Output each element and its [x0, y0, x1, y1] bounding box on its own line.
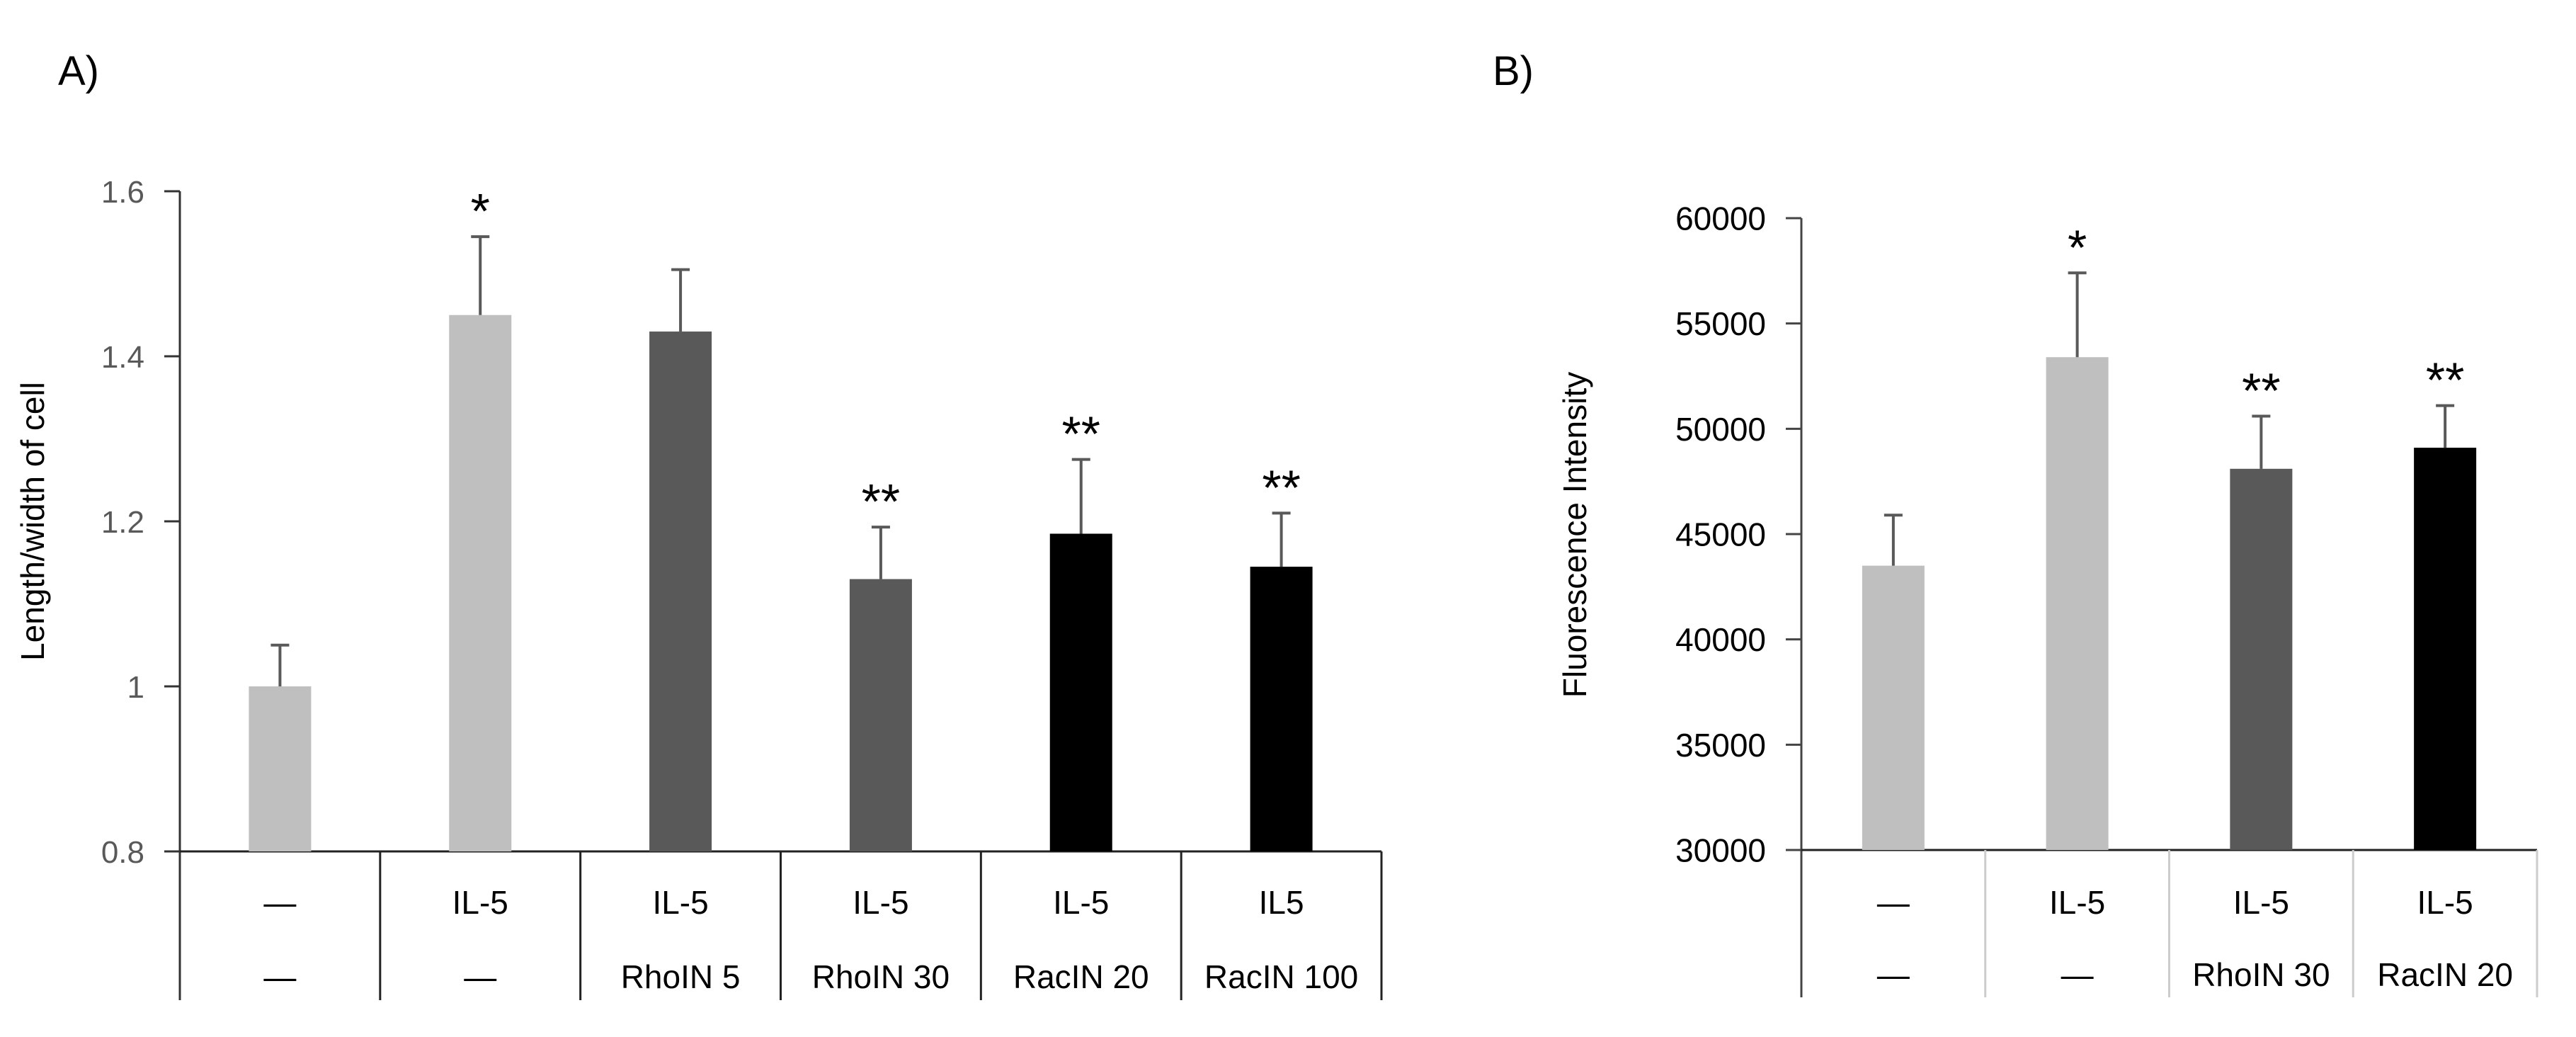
significance-marker-5: ** — [1062, 407, 1100, 462]
category-row2-label-4: RacIN 20 — [2377, 956, 2513, 993]
y-tick-label: 1 — [127, 670, 144, 705]
category-row1-label-3: IL-5 — [2233, 884, 2289, 921]
y-axis-title: Length/width of cell — [14, 382, 51, 661]
category-row1-label-1: — — [1877, 884, 1910, 921]
category-row1-label-2: IL-5 — [2049, 884, 2105, 921]
significance-marker-2: * — [2068, 220, 2087, 275]
bar-2 — [2046, 357, 2109, 850]
bar-4 — [2414, 448, 2477, 850]
category-row1-label-6: IL5 — [1259, 884, 1304, 921]
bar-1 — [1862, 565, 1925, 850]
category-row1-label-5: IL-5 — [1053, 884, 1109, 921]
y-tick-label: 55000 — [1675, 305, 1766, 342]
panel-a-chart: A) Length/width of cell 0.8 1 1.2 1.4 1.6 — — * IL… — [14, 48, 1383, 1000]
category-row2-label-1: — — [263, 958, 296, 995]
y-tick-label: 45000 — [1675, 516, 1766, 553]
significance-marker-4: ** — [2426, 353, 2464, 408]
category-row2-label-6: RacIN 100 — [1204, 958, 1358, 995]
y-tick-label: 1.2 — [101, 505, 144, 540]
panel-b-chart: B) Fluorescence Intensity 30000 35000 40000 4… — [1493, 48, 2538, 997]
panel-a-label: A) — [58, 48, 99, 94]
significance-marker-3: ** — [2242, 363, 2280, 418]
panel-b-label: B) — [1493, 48, 1534, 94]
category-row2-label-4: RhoIN 30 — [812, 958, 950, 995]
bar-2 — [449, 314, 512, 851]
bar-6 — [1250, 567, 1313, 851]
category-row1-label-2: IL-5 — [452, 884, 508, 921]
y-axis-title: Fluorescence Intensity — [1556, 372, 1593, 698]
bar-3 — [2230, 468, 2293, 850]
category-row2-label-5: RacIN 20 — [1013, 958, 1149, 995]
category-row2-label-3: RhoIN 5 — [621, 958, 741, 995]
category-row2-label-3: RhoIN 30 — [2192, 956, 2330, 993]
category-row1-label-1: — — [263, 884, 296, 921]
bar-3 — [649, 332, 712, 851]
significance-marker-4: ** — [862, 474, 900, 529]
y-tick-label: 40000 — [1675, 621, 1766, 658]
y-tick-label: 35000 — [1675, 727, 1766, 764]
y-tick-label: 1.4 — [101, 340, 144, 375]
bar-5 — [1049, 533, 1112, 851]
bar-1 — [249, 686, 312, 851]
y-tick-label: 1.6 — [101, 175, 144, 210]
y-tick-label: 60000 — [1675, 200, 1766, 237]
y-tick-label: 30000 — [1675, 832, 1766, 869]
category-row2-label-2: — — [2061, 956, 2094, 993]
y-tick-label: 0.8 — [101, 835, 144, 870]
category-row1-label-3: IL-5 — [652, 884, 708, 921]
y-tick-label: 50000 — [1675, 411, 1766, 448]
bar-4 — [849, 579, 912, 851]
significance-marker-2: * — [471, 183, 490, 239]
category-row2-label-1: — — [1877, 956, 1910, 993]
significance-marker-6: ** — [1262, 460, 1300, 515]
category-row1-label-4: IL-5 — [853, 884, 908, 921]
category-row2-label-2: — — [464, 958, 496, 995]
category-row1-label-4: IL-5 — [2417, 884, 2473, 921]
